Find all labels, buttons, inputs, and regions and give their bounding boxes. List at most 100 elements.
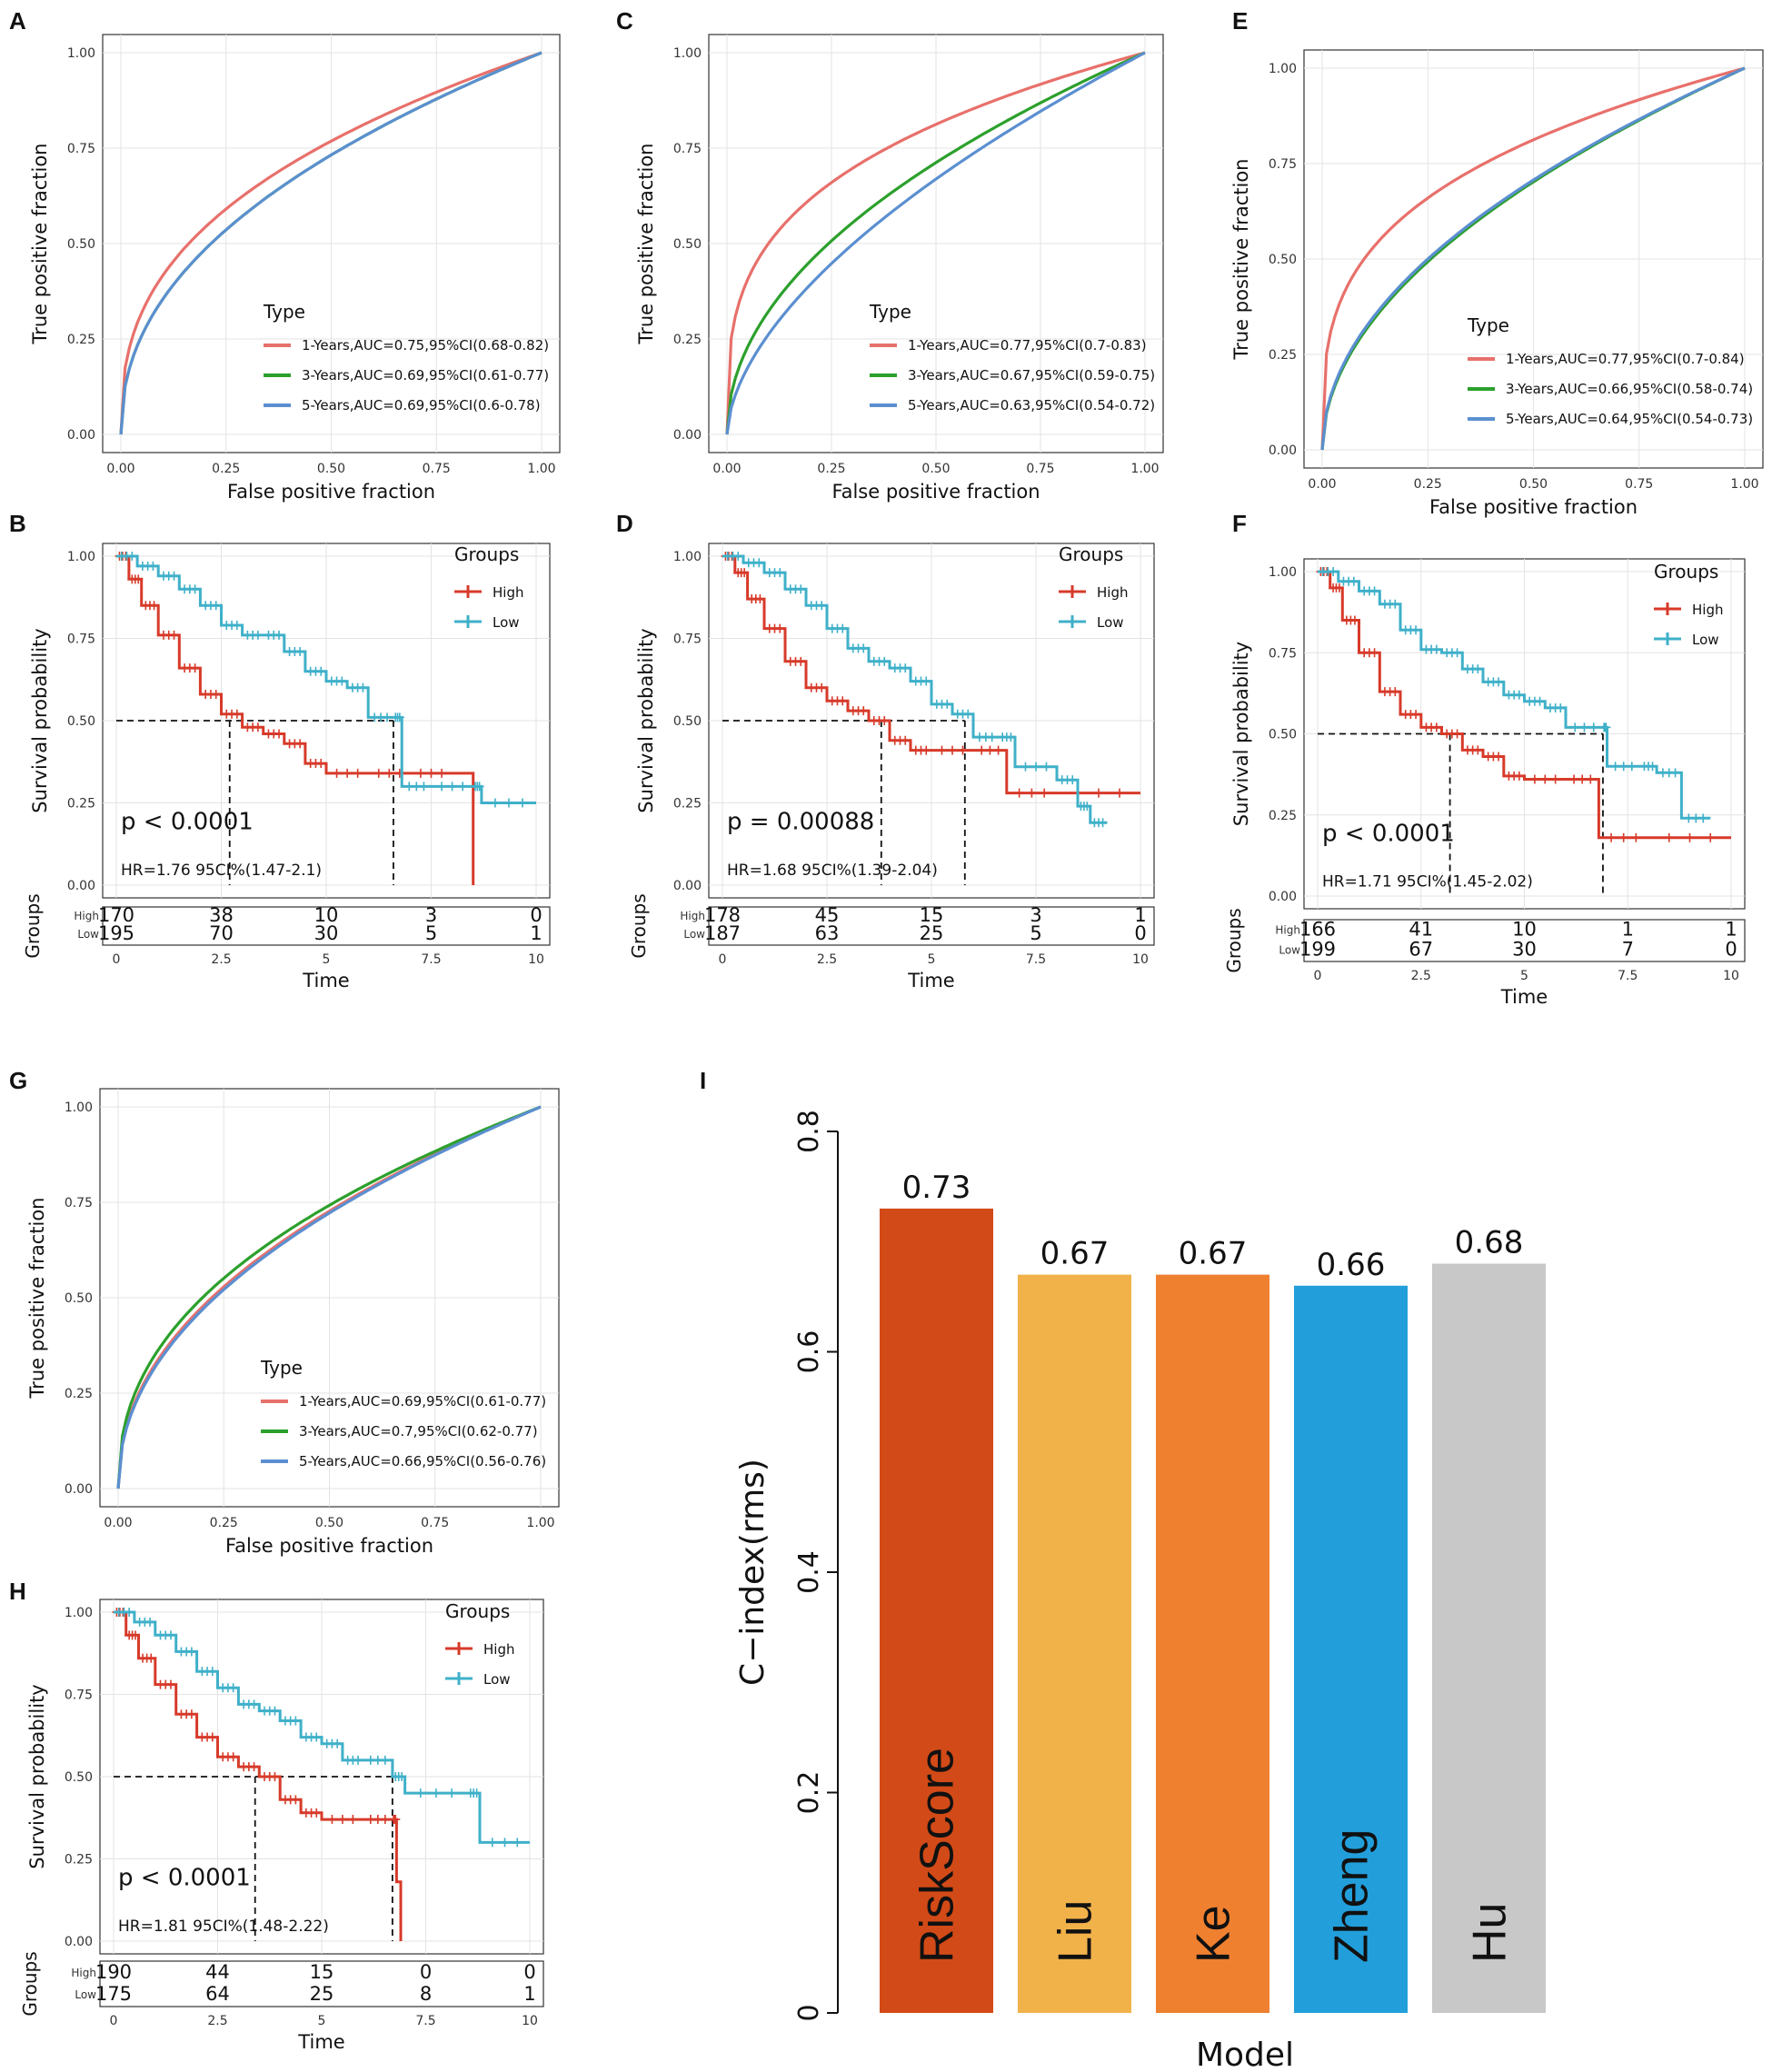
censor-mark xyxy=(291,1795,301,1805)
censor-mark xyxy=(295,646,305,656)
censor-mark xyxy=(332,768,342,778)
risk-count: 0 xyxy=(420,1961,432,1983)
censor-mark xyxy=(1452,729,1462,739)
censor-mark xyxy=(1068,775,1078,785)
hazard-ratio: HR=1.68 95CI%(1.39-2.04) xyxy=(727,862,938,880)
y-tick-label: 0.75 xyxy=(67,142,95,156)
legend-title: Type xyxy=(869,301,911,323)
censor-mark xyxy=(796,584,806,594)
censor-mark xyxy=(838,623,848,633)
censor-mark xyxy=(1431,722,1441,732)
x-tick-label: 7.5 xyxy=(421,952,441,967)
risk-count: 3 xyxy=(1030,904,1041,926)
roc-curve-1 xyxy=(725,51,1146,435)
risk-table-title: Groups xyxy=(22,893,44,958)
censor-mark xyxy=(490,798,500,808)
censor-mark xyxy=(921,745,931,755)
x-tick-label: 7.5 xyxy=(1618,969,1638,983)
x-axis-title: Time xyxy=(302,970,349,991)
roc-curve-3 xyxy=(725,51,1146,435)
panel-letter-g: G xyxy=(9,1067,27,1094)
censor-mark xyxy=(1452,648,1462,658)
censor-mark xyxy=(817,682,827,692)
risk-count: 7 xyxy=(1622,939,1634,961)
censor-mark xyxy=(838,696,848,706)
x-tick-label: 5 xyxy=(928,952,936,967)
censor-mark xyxy=(1369,648,1379,658)
censor-mark xyxy=(295,739,305,749)
censor-mark xyxy=(316,759,326,769)
censor-mark xyxy=(1098,818,1108,828)
censor-mark xyxy=(274,729,284,739)
risk-table-box xyxy=(102,906,551,946)
risk-count: 41 xyxy=(1409,918,1433,940)
censor-mark xyxy=(880,716,890,725)
censor-mark xyxy=(775,623,785,633)
censor-mark xyxy=(740,568,750,578)
censor-mark xyxy=(1706,832,1716,842)
censor-mark xyxy=(1014,788,1024,798)
y-tick-label: 0.50 xyxy=(673,237,702,252)
censor-mark xyxy=(1349,615,1359,625)
legend-entry: 3-Years,AUC=0.69,95%CI(0.61-0.77) xyxy=(302,367,549,384)
censor-mark xyxy=(186,1709,196,1719)
x-tick-label: 2.5 xyxy=(211,952,231,967)
risk-count: 30 xyxy=(1512,939,1537,961)
legend-entry: 1-Years,AUC=0.69,95%CI(0.61-0.77) xyxy=(299,1393,546,1410)
y-tick-label: 0.00 xyxy=(1269,890,1297,904)
y-tick-label: 0.50 xyxy=(65,1770,93,1785)
bar-category-label: Zheng xyxy=(1326,1829,1379,1963)
y-tick-label: 1.00 xyxy=(67,46,95,61)
censor-mark xyxy=(333,1738,343,1748)
y-tick-label: 0.75 xyxy=(1269,646,1297,661)
censor-mark xyxy=(880,656,890,666)
censor-mark xyxy=(207,1667,217,1677)
censor-mark xyxy=(146,1653,156,1663)
censor-mark xyxy=(1411,710,1421,720)
risk-count: 3 xyxy=(425,904,437,926)
legend-entry: Low xyxy=(483,1671,511,1688)
km-panel-b: 0.00 0.25 0.50 0.75 1.00 Survival probability… xyxy=(22,543,551,991)
censor-mark xyxy=(901,663,911,673)
p-value: p < 0.0001 xyxy=(1322,820,1455,847)
y-tick-label: 1.00 xyxy=(673,46,702,61)
x-tick-label: 0.00 xyxy=(1308,477,1336,492)
censor-mark xyxy=(232,709,242,719)
roc-panel-a: 0.00 0.00 0.25 0.25 0.50 0.50 0.75 0.75 1.00 1.00… xyxy=(29,34,561,503)
censor-mark xyxy=(901,735,911,745)
censor-mark xyxy=(796,656,806,666)
bar-liu xyxy=(1018,1274,1131,2013)
censor-mark xyxy=(1082,802,1092,812)
y-axis-title: Survival probability xyxy=(635,628,657,812)
x-tick-label: 5 xyxy=(1520,969,1528,983)
bar-value-label: 0.67 xyxy=(1040,1236,1110,1272)
censor-mark xyxy=(270,1772,280,1781)
risk-row-label: High xyxy=(680,910,705,922)
censor-mark xyxy=(384,768,394,778)
x-tick-label: 0.00 xyxy=(104,1516,132,1530)
censor-marks-low xyxy=(116,552,527,808)
y-tick-label: 0.75 xyxy=(673,142,702,156)
censor-mark xyxy=(733,552,743,561)
bar-zheng xyxy=(1294,1285,1408,2013)
x-tick-label: 0.75 xyxy=(1625,477,1653,492)
bar-category-label: Ke xyxy=(1188,1905,1240,1963)
censor-mark xyxy=(1631,832,1641,842)
risk-count: 15 xyxy=(920,904,944,926)
panel-letter-c: C xyxy=(616,7,633,35)
panel-letter-d: D xyxy=(616,510,633,537)
censor-mark xyxy=(415,768,425,778)
roc-panel-e: 0.00 0.00 0.25 0.25 0.50 0.50 0.75 0.75 1.00 1.00… xyxy=(1230,49,1764,518)
censor-mark xyxy=(1670,768,1680,778)
x-tick-label: 2.5 xyxy=(1411,969,1431,983)
risk-count: 10 xyxy=(1512,918,1537,940)
x-tick-label: 10 xyxy=(1132,952,1149,967)
risk-row-label: Low xyxy=(1279,944,1300,957)
y-tick-label: 0.00 xyxy=(65,1482,93,1497)
legend-entry: 1-Years,AUC=0.75,95%CI(0.68-0.82) xyxy=(302,337,549,354)
x-tick-label: 0.25 xyxy=(210,1516,238,1530)
censor-mark xyxy=(1473,745,1483,755)
legend-entry: 1-Years,AUC=0.77,95%CI(0.7-0.83) xyxy=(908,337,1147,354)
censor-mark xyxy=(1540,774,1550,784)
censor-mark xyxy=(1535,696,1545,706)
